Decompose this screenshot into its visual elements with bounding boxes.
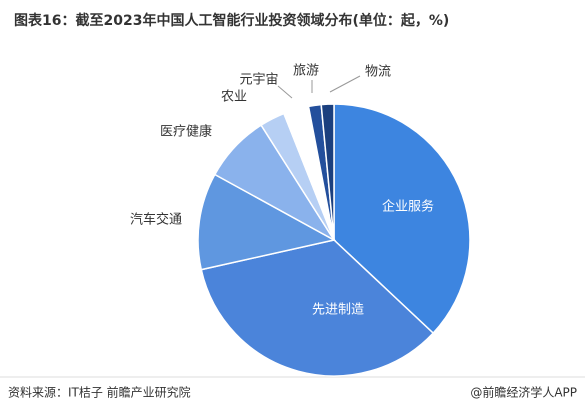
source: 资料来源：IT桔子 前瞻产业研究院 [8,385,191,400]
slice-label: 企业服务 [382,199,434,215]
pie-slice [333,103,471,335]
pie-slice [320,103,335,241]
slice-label: 物流 [365,65,391,80]
slice-label: 旅游 [293,64,319,79]
chart-title: 图表16：截至2023年中国人工智能行业投资领域分布(单位：起，%) [14,12,449,29]
slice-label: 医疗健康 [160,124,212,140]
credit: @前瞻经济学人APP [470,385,577,400]
pie-slice [197,173,337,271]
slice-label: 农业 [221,90,247,105]
slice-label: 先进制造 [312,303,364,318]
leader-line [277,85,293,99]
slice-label: 元宇宙 [239,73,278,88]
leader-line [329,75,361,93]
pie-slice [200,239,435,377]
slice-label: 汽车交通 [130,212,182,228]
